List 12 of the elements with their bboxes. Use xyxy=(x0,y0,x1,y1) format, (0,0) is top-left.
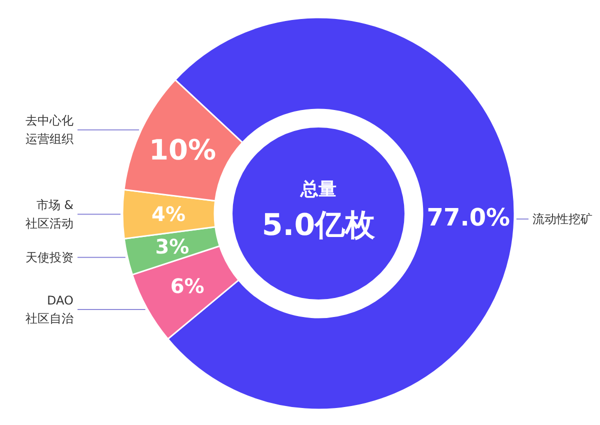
slice-label: 流动性挖矿 xyxy=(532,212,592,226)
slice-label: 去中心化运营组织 xyxy=(26,114,74,146)
text: 5.0亿枚 xyxy=(262,208,376,243)
slice-label: 市场 & 社区活动 xyxy=(26,198,74,230)
slice-label: DAO 社区自治 xyxy=(26,293,74,326)
data-label: 4% xyxy=(152,202,186,226)
data-label: 6% xyxy=(170,274,204,298)
data-label: 77.0% xyxy=(426,204,510,232)
text: 总量 xyxy=(300,179,336,200)
slice-label: 天使投资 xyxy=(26,250,74,264)
data-label: 3% xyxy=(155,234,190,259)
data-label: 10% xyxy=(149,134,216,167)
